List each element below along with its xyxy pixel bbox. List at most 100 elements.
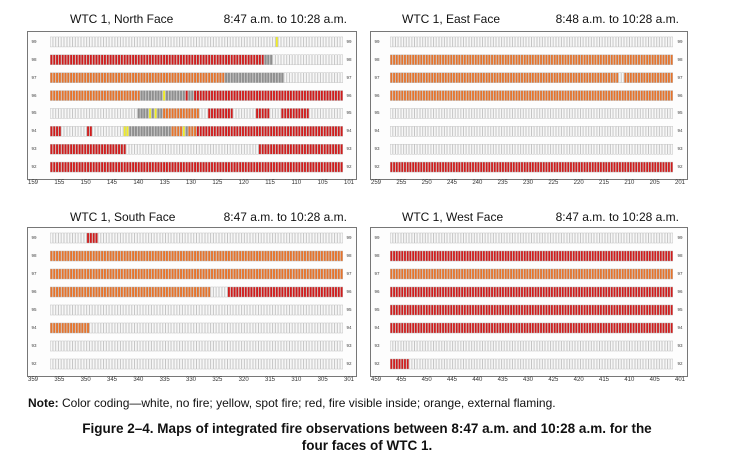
cell-red: [81, 143, 84, 155]
cell-white: [281, 340, 284, 352]
column-label: 325: [212, 377, 223, 383]
cell-white: [512, 126, 516, 137]
cell-red: [509, 322, 513, 334]
panel-title: WTC 1, West Face: [402, 210, 504, 224]
cell-red: [120, 161, 124, 173]
cell-orange: [86, 250, 90, 262]
cell-white: [320, 108, 324, 119]
cell-red: [670, 250, 673, 262]
cell-white: [488, 126, 491, 137]
cell-white: [474, 108, 477, 119]
floor-label: 92: [374, 361, 380, 366]
cell-orange: [403, 90, 407, 101]
cell-white: [390, 340, 393, 352]
cell-orange: [306, 250, 310, 262]
cell-white: [309, 72, 312, 83]
cell-orange: [179, 72, 183, 83]
cell-red: [428, 304, 431, 316]
cell-white: [615, 108, 619, 119]
cell-white: [81, 340, 84, 352]
cell-red: [662, 250, 665, 262]
cell-white: [466, 143, 469, 155]
cell-orange: [52, 72, 56, 83]
floor-label: 92: [677, 164, 683, 170]
cell-white: [298, 36, 301, 48]
cell-white: [216, 143, 219, 155]
cell-red: [309, 126, 312, 137]
cell-red: [275, 126, 279, 137]
cell-yellow: [154, 108, 157, 119]
cell-red: [411, 250, 415, 262]
cell-white: [114, 108, 118, 119]
cell-red: [174, 54, 177, 66]
cell-orange: [323, 268, 326, 280]
cell-red: [317, 143, 321, 155]
cell-white: [179, 36, 183, 48]
cell-orange: [504, 268, 507, 280]
cell-white: [309, 54, 312, 66]
cell-white: [312, 232, 315, 244]
cell-red: [501, 322, 505, 334]
cell-orange: [520, 72, 524, 83]
cell-orange: [72, 286, 76, 298]
cell-white: [545, 108, 548, 119]
cell-orange: [490, 54, 494, 66]
cell-white: [157, 232, 160, 244]
cell-red: [92, 143, 95, 155]
cell-white: [159, 358, 163, 370]
cell-white: [326, 340, 329, 352]
cell-red: [281, 143, 284, 155]
cell-orange: [545, 54, 548, 66]
cell-orange: [477, 54, 480, 66]
cell-orange: [205, 268, 208, 280]
cell-white: [441, 126, 445, 137]
cell-white: [523, 340, 526, 352]
cell-red: [289, 286, 293, 298]
cell-white: [531, 340, 535, 352]
cell-white: [61, 232, 64, 244]
cell-red: [281, 108, 284, 119]
cell-white: [547, 108, 551, 119]
cell-red: [640, 161, 643, 173]
cell-white: [583, 358, 586, 370]
cell-white: [334, 72, 338, 83]
cell-orange: [629, 54, 633, 66]
cell-orange: [561, 268, 565, 280]
cell-gray: [157, 108, 160, 119]
cell-orange: [485, 72, 488, 83]
cell-white: [171, 322, 174, 334]
cell-orange: [148, 286, 152, 298]
cell-red: [140, 161, 143, 173]
cell-red: [126, 54, 129, 66]
cell-white: [78, 232, 81, 244]
cell-white: [477, 126, 480, 137]
cell-white: [496, 36, 499, 48]
cell-white: [275, 108, 279, 119]
cell-red: [106, 161, 110, 173]
cell-white: [100, 358, 104, 370]
cell-red: [507, 322, 510, 334]
cell-white: [572, 36, 575, 48]
cell-red: [534, 304, 537, 316]
cell-red: [539, 304, 543, 316]
cell-red: [455, 304, 458, 316]
cell-orange: [128, 286, 132, 298]
cell-white: [258, 358, 262, 370]
cell-white: [643, 358, 646, 370]
cell-red: [236, 54, 239, 66]
floor-label: 94: [31, 128, 37, 134]
cell-white: [331, 304, 335, 316]
cell-red: [632, 161, 635, 173]
cell-red: [298, 161, 301, 173]
cell-white: [207, 340, 211, 352]
cell-white: [542, 232, 545, 244]
cell-red: [67, 161, 70, 173]
cell-orange: [267, 250, 270, 262]
cell-red: [238, 161, 242, 173]
cell-white: [403, 108, 407, 119]
cell-white: [558, 36, 562, 48]
cell-orange: [283, 268, 287, 280]
cell-orange: [667, 72, 671, 83]
cell-red: [566, 250, 570, 262]
cell-red: [572, 161, 575, 173]
